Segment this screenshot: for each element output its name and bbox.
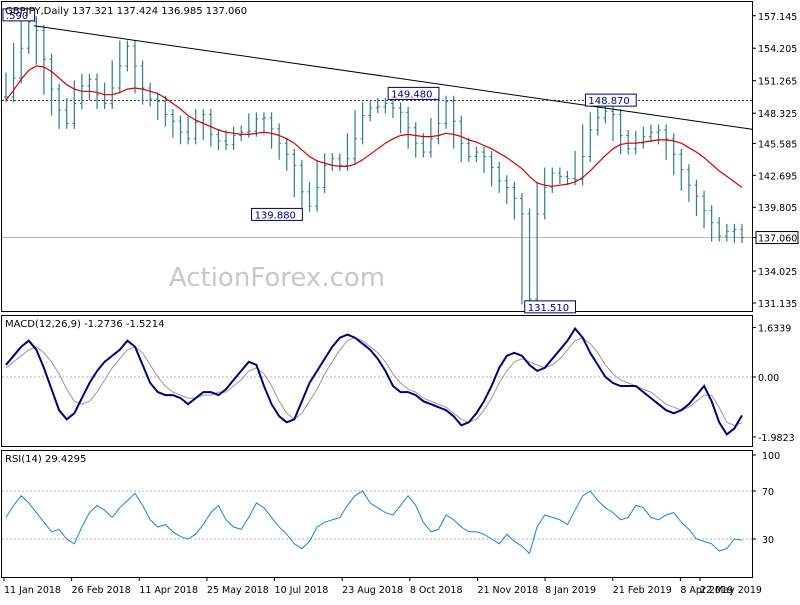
- macd-axis-label: 1.6339: [758, 324, 791, 335]
- date-axis-label: 23 Aug 2018: [342, 585, 403, 596]
- date-axis-label: 26 Feb 2018: [72, 585, 131, 596]
- annotation-label: 139.880: [255, 210, 296, 221]
- axis-layer: 157.145 154.205 151.265 148.325 145.585 142.6…: [3, 12, 799, 596]
- rsi-axis-label: 70: [762, 487, 774, 498]
- annotation-label: 148.870: [588, 96, 629, 107]
- trendline: [33, 25, 753, 130]
- moving-average-line: [5, 65, 743, 188]
- price-axis-label: 142.695: [758, 171, 797, 182]
- price-axis-label: 157.145: [758, 12, 797, 23]
- macd-line: [5, 326, 743, 436]
- annotation-box: [2, 8, 36, 22]
- date-axis-label: 11 Apr 2018: [139, 585, 198, 596]
- date-axis-label: 8 Jan 2019: [545, 585, 596, 596]
- price-axis-label: 145.585: [758, 139, 797, 150]
- rsi-layer: [2, 490, 752, 555]
- annotation-label: 149.480: [391, 89, 432, 100]
- annotation-label: 131.510: [528, 303, 569, 314]
- rsi-panel-frame: [1, 450, 753, 578]
- date-axis-label: 8 Apr 2019: [680, 585, 733, 596]
- price-panel-frame: [1, 1, 753, 312]
- rsi-line: [5, 490, 743, 555]
- date-axis-label: 22 May 2019: [700, 585, 762, 596]
- price-annotation: 131.510: [524, 300, 577, 314]
- price-annotation: 148.870: [584, 93, 637, 107]
- price-axis-label: 139.805: [758, 203, 797, 214]
- date-axis-label: 8 Oct 2018: [410, 585, 463, 596]
- price-annotation: .590: [2, 8, 36, 22]
- price-axis-label: 131.135: [758, 299, 797, 310]
- date-axis-label: 21 Feb 2019: [613, 585, 672, 596]
- price-axis-label: 151.265: [758, 77, 797, 88]
- watermark: ActionForex.com: [169, 263, 385, 293]
- annotation-label: .590: [6, 11, 28, 22]
- price-axis-label: 134.025: [758, 267, 797, 278]
- rsi-header: RSI(14) 29.4295: [5, 454, 86, 465]
- price-layer: .590 139.880 149.480 131.510 148.870: [2, 8, 753, 314]
- rsi-axis-label: 30: [762, 535, 774, 546]
- macd-header: MACD(12,26,9) -1.2736 -1.5214: [5, 319, 165, 330]
- price-axis-label: 137.060: [758, 234, 797, 245]
- annotation-box: [584, 93, 637, 107]
- annotation-box: [251, 207, 303, 221]
- date-axis-label: 25 May 2018: [207, 585, 269, 596]
- symbol-header: GBPJPY,Daily 137.321 137.424 136.985 137…: [5, 6, 247, 17]
- macd-panel-frame: [1, 315, 753, 447]
- annotation-box: [387, 86, 440, 100]
- macd-axis-label: -1.9823: [758, 433, 795, 444]
- macd-signal-line: [5, 337, 743, 426]
- date-axis-label: 11 Jan 2018: [4, 585, 61, 596]
- price-annotation: 149.480: [387, 86, 440, 100]
- date-axis-label: 10 Jul 2018: [275, 585, 329, 596]
- macd-axis-label: 0.00: [758, 373, 779, 384]
- price-axis-label: 154.205: [758, 44, 797, 55]
- price-level-tag-box: [755, 231, 799, 245]
- price-axis-label: 148.325: [758, 109, 797, 120]
- date-axis-label: 21 Nov 2018: [477, 585, 538, 596]
- annotation-box: [524, 300, 577, 314]
- macd-layer: [2, 326, 752, 436]
- price-annotation: 139.880: [251, 207, 303, 221]
- rsi-axis-label: 100: [762, 451, 780, 462]
